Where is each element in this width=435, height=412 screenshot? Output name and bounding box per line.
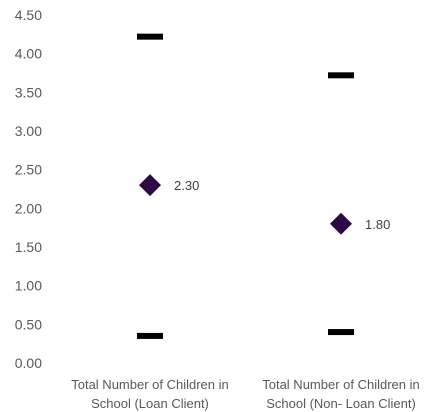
y-tick-label: 1.00 [15,278,42,294]
y-tick-label: 4.00 [15,46,42,62]
y-axis: 0.00 0.50 1.00 1.50 2.00 2.50 3.00 3.50 4.00 4.50 [15,7,42,371]
y-tick-label: 0.50 [15,316,42,332]
x-axis: Total Number of Children in School (Loan … [71,377,420,411]
data-label: 2.30 [174,178,199,193]
dash-point [328,329,354,336]
y-tick-label: 3.00 [15,123,42,139]
diamond-point [330,212,352,235]
x-category-label: Total Number of Children in School (Loan … [71,377,229,411]
dash-point [328,72,354,79]
data-label: 1.80 [365,217,390,232]
y-tick-label: 3.50 [15,84,42,100]
y-tick-label: 0.00 [15,355,42,371]
dash-point [137,332,163,339]
series-marks: 2.30 1.80 [137,33,390,339]
y-tick-label: 4.50 [15,7,42,23]
y-tick-label: 1.50 [15,239,42,255]
dash-point [137,33,163,40]
x-category-label: Total Number of Children in School (Non- … [262,377,420,411]
y-tick-label: 2.00 [15,200,42,216]
y-tick-label: 2.50 [15,162,42,178]
diamond-point [139,174,161,197]
